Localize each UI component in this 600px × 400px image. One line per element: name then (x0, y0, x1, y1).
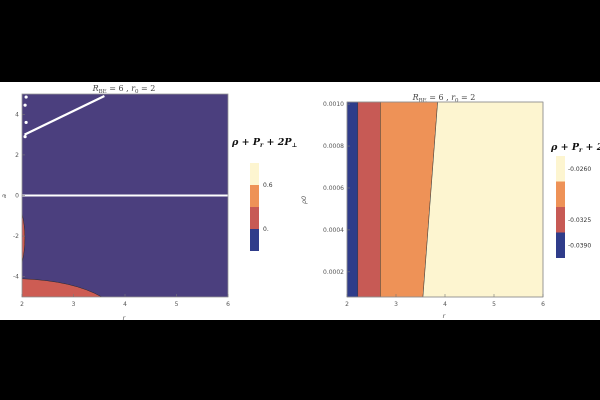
left-legend-swatch (250, 163, 259, 185)
left-y-tick-label: -4 (13, 274, 19, 281)
right-x-axis-label: r (443, 312, 447, 320)
right-x-tick-label: 5 (492, 301, 496, 308)
left-x-axis-label: r (123, 314, 127, 322)
left-x-tick-label: 6 (226, 301, 230, 308)
left-y-ticks: -4 -2 0 2 4 (13, 111, 25, 281)
right-x-ticks: 2 3 4 5 6 (345, 294, 545, 308)
right-legend-swatch (556, 232, 565, 258)
left-legend-swatch (250, 185, 259, 207)
right-legend-label: -0.0325 (568, 217, 591, 224)
right-legend-label: -0.0260 (568, 166, 591, 173)
left-legend-swatches: 0.6 0. (250, 163, 273, 251)
right-plot-title: RBE = 6 , r0 = 2 (412, 93, 476, 104)
left-y-axis-label: a (0, 194, 8, 198)
right-x-tick-label: 3 (394, 301, 398, 308)
left-speck (24, 120, 28, 125)
right-y-tick-label: 0.0002 (323, 269, 344, 276)
left-contour-plot: RBE = 6 , r0 = 2 2 3 4 5 6 -4 -2 0 2 4 r a (0, 84, 230, 322)
right-x-tick-label: 4 (443, 301, 447, 308)
right-y-tick-label: 0.0006 (323, 185, 344, 192)
right-x-tick-label: 6 (541, 301, 545, 308)
left-plot-body (21, 93, 229, 298)
right-x-tick-label: 2 (345, 301, 349, 308)
left-x-tick-label: 2 (20, 301, 24, 308)
right-legend-swatch (556, 207, 565, 233)
left-legend-title: ρ + Pr + 2P⊥ (231, 137, 298, 149)
left-speck (23, 135, 27, 139)
left-y-tick-label: 0 (15, 193, 19, 200)
right-legend-title: ρ + Pr + 2P⊥ (550, 142, 600, 154)
right-legend-swatch (556, 181, 565, 207)
right-y-tick-label: 0.0010 (323, 101, 344, 108)
left-legend-swatch (250, 207, 259, 229)
right-contour-band (357, 101, 381, 298)
right-y-axis-label: ρ0 (300, 196, 308, 204)
left-y-tick-label: 4 (15, 111, 19, 118)
left-diagonal-line (24, 95, 105, 136)
right-plot-body (346, 101, 544, 298)
left-region-lower (22, 278, 103, 297)
right-y-ticks: 0.0002 0.0004 0.0006 0.0008 0.0010 (323, 101, 350, 276)
left-speck (23, 103, 27, 107)
right-contour-band (346, 101, 359, 298)
left-legend: ρ + Pr + 2P⊥ 0.6 0. (231, 137, 298, 251)
right-y-tick-label: 0.0008 (323, 143, 344, 150)
left-x-ticks: 2 3 4 5 6 (20, 294, 230, 308)
left-legend-label: 0.6 (263, 182, 273, 189)
right-legend-swatches: -0.0260 -0.0325 -0.0390 (556, 156, 591, 258)
right-legend: ρ + Pr + 2P⊥ -0.0260 -0.0325 -0.0390 (550, 142, 600, 258)
left-y-tick-label: -2 (13, 233, 19, 240)
right-legend-swatch (556, 156, 565, 182)
right-contour-band (422, 101, 544, 298)
right-legend-label: -0.0390 (568, 242, 591, 249)
left-x-tick-label: 4 (123, 301, 127, 308)
left-speck (24, 95, 28, 99)
left-legend-label: 0. (263, 226, 269, 233)
left-plot-title: RBE = 6 , r0 = 2 (92, 84, 156, 95)
left-y-tick-label: 2 (15, 152, 19, 159)
left-legend-swatch (250, 229, 259, 251)
left-x-tick-label: 3 (72, 301, 76, 308)
right-y-tick-label: 0.0004 (323, 227, 344, 234)
left-x-tick-label: 5 (175, 301, 179, 308)
